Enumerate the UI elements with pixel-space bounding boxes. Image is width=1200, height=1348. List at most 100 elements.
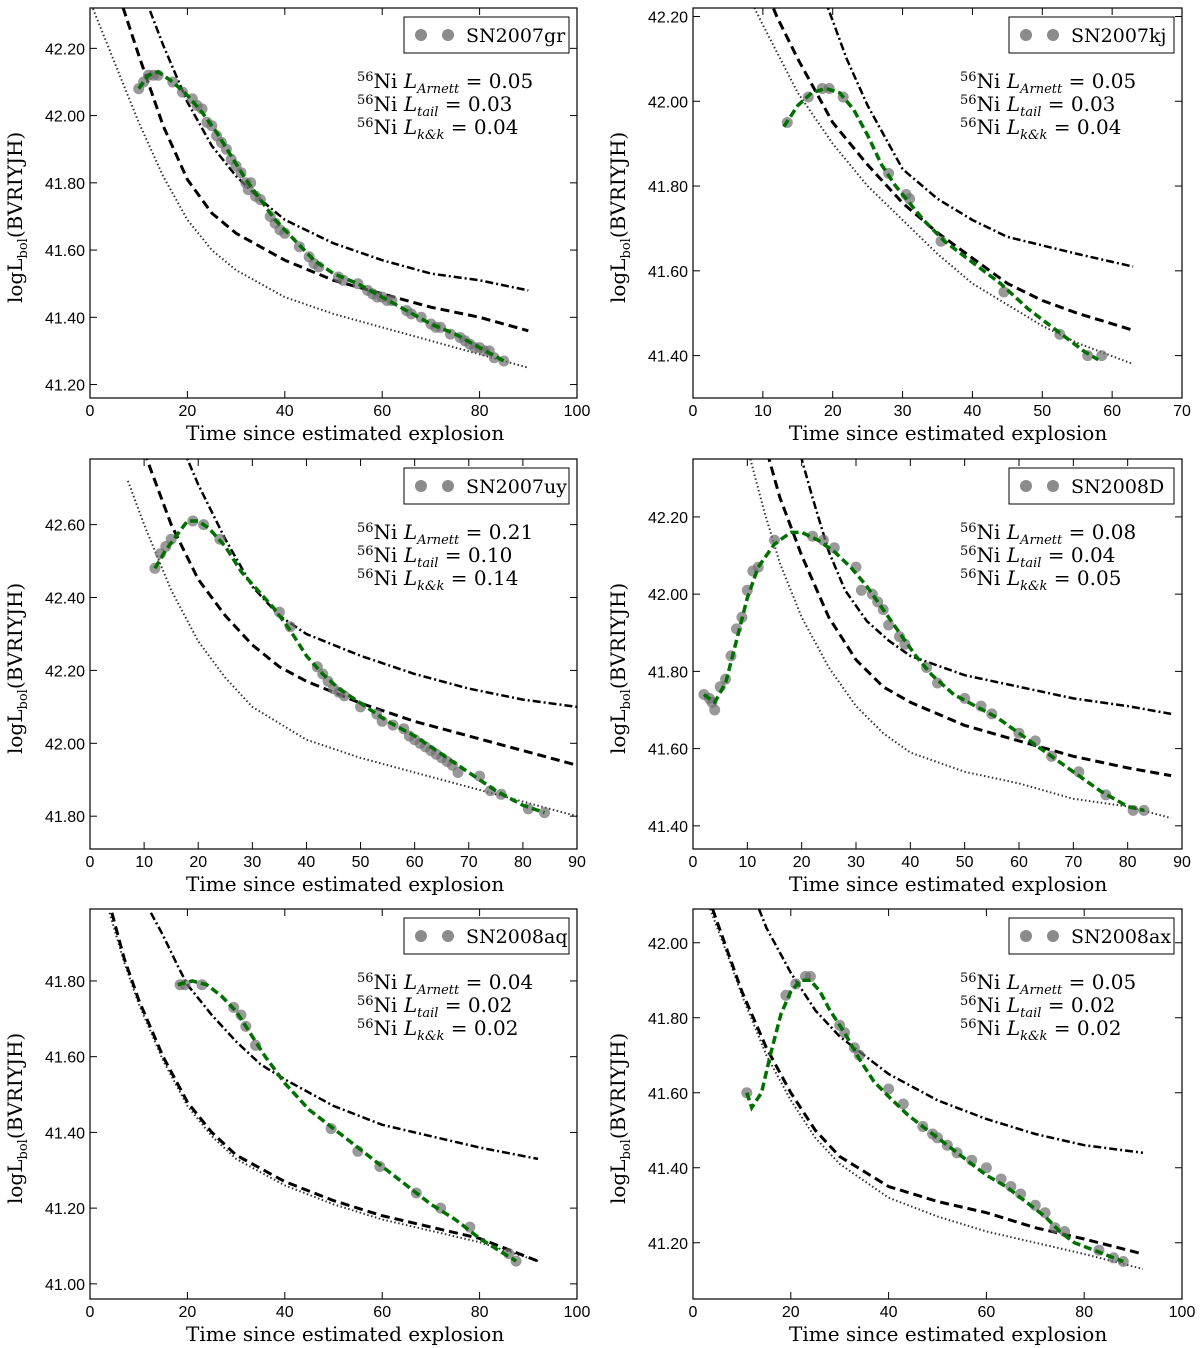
y-axis-label: logLbol(BVRIYJH): [606, 583, 634, 754]
legend-marker: [1020, 29, 1032, 41]
y-tick-label: 42.00: [45, 736, 85, 753]
model-curve-dashed: [767, 459, 1172, 778]
plot-frame: [89, 7, 578, 399]
y-tick-label: 41.60: [45, 1050, 85, 1067]
data-point: [980, 1162, 992, 1174]
legend-box: [1008, 917, 1175, 955]
legend-label: SN2008ax: [1071, 926, 1171, 948]
legend: SN2008ax: [1008, 917, 1175, 955]
legend-marker: [415, 930, 427, 942]
y-tick-label: 42.60: [45, 518, 85, 535]
y-tick-label: 41.40: [648, 349, 688, 366]
plot-area: [753, 8, 1134, 366]
y-tick-label: 41.80: [648, 1011, 688, 1028]
x-tick-label: 60: [978, 1304, 996, 1321]
x-tick-label: 40: [276, 1304, 294, 1321]
x-axis-label: Time since estimated explosion: [186, 872, 504, 896]
x-tick-label: 100: [564, 403, 591, 420]
legend-label: SN2007gr: [466, 25, 566, 47]
x-tick-label: 90: [568, 854, 586, 871]
y-tick-label: 42.20: [45, 41, 85, 58]
y-axis-label: logLbol(BVRIYJH): [3, 1033, 31, 1204]
x-tick-label: 20: [179, 403, 197, 420]
y-tick-label: 41.00: [45, 1277, 85, 1294]
legend-box: [1008, 467, 1175, 505]
data-point: [709, 704, 721, 716]
fit-curve: [745, 978, 1124, 1264]
plot-area: [91, 8, 529, 369]
legend-marker: [1047, 930, 1059, 942]
data-point: [897, 1098, 909, 1110]
y-axis-label: logLbol(BVRIYJH): [606, 1033, 634, 1204]
x-tick-label: 70: [1173, 403, 1191, 420]
annotation-ni-kk: 56Ni Lk&k = 0.02: [357, 1016, 518, 1044]
plot-frame: [89, 458, 578, 850]
annotation-ni-arnett: 56Ni LArnett = 0.08: [960, 520, 1136, 548]
x-axis-label: Time since estimated explosion: [789, 1322, 1107, 1346]
plot-area: [698, 459, 1172, 820]
data-point: [853, 1049, 865, 1061]
x-tick-label: 30: [894, 403, 912, 420]
plot-frame: [89, 908, 578, 1300]
y-tick-label: 42.00: [648, 94, 688, 111]
legend-label: SN2007kj: [1071, 25, 1166, 47]
x-tick-label: 40: [880, 1304, 898, 1321]
x-tick-label: 80: [514, 854, 532, 871]
legend-marker: [415, 29, 427, 41]
x-tick-label: 90: [1173, 854, 1191, 871]
annotation-ni-tail: 56Ni Ltail = 0.02: [960, 993, 1115, 1021]
x-tick-label: 60: [373, 1304, 391, 1321]
x-axis-label: Time since estimated explosion: [789, 872, 1107, 896]
annotation-ni-arnett: 56Ni LArnett = 0.05: [357, 69, 533, 97]
panel-sn2008ax: 0 20 40 60 80 100 41.20 41.40 41.60 41.80 42.00 Tim…: [606, 908, 1195, 1346]
y-tick-label: 42.00: [45, 109, 85, 126]
model-curve-dashed: [711, 909, 1144, 1256]
panel-sn2008d: 0 10 20 30 40 50 60 70 80 90 41.40 41.60 41.80 42.00 4…: [606, 458, 1191, 896]
y-tick-label: 41.20: [45, 378, 85, 395]
x-tick-label: 80: [1119, 854, 1137, 871]
y-tick-label: 41.40: [45, 1125, 85, 1142]
x-tick-label: 50: [956, 854, 974, 871]
annotation-ni-arnett: 56Ni LArnett = 0.05: [960, 970, 1136, 998]
legend-label: SN2008D: [1071, 476, 1164, 498]
x-tick-label: 80: [1075, 1304, 1093, 1321]
x-tick-label: 70: [460, 854, 478, 871]
plot-frame: [692, 7, 1183, 399]
x-tick-label: 30: [243, 854, 261, 871]
legend-label: SN2008aq: [466, 926, 568, 948]
y-tick-label: 42.20: [45, 663, 85, 680]
legend: SN2007uy: [403, 467, 570, 505]
legend-box: [403, 16, 570, 54]
panel-sn2008aq: 0 20 40 60 80 100 41.00 41.20 41.40 41.60 41.80 Tim…: [3, 908, 590, 1346]
legend: SN2007kj: [1008, 16, 1175, 54]
panel-sn2007uy: 0 10 20 30 40 50 60 70 80 90 41.80 42.00 42.20 42.40 4…: [3, 458, 586, 896]
data-point: [855, 584, 867, 596]
model-curve-dotted: [108, 912, 539, 1263]
x-tick-label: 20: [179, 1304, 197, 1321]
data-point: [998, 286, 1010, 298]
annotation-ni-kk: 56Ni Lk&k = 0.14: [357, 566, 518, 594]
y-axis-label: logLbol(BVRIYJH): [3, 583, 31, 754]
model-curve-dashdot: [149, 912, 539, 1161]
y-tick-label: 41.40: [648, 1161, 688, 1178]
legend: SN2008aq: [403, 917, 570, 955]
panel-sn2007gr: 0 20 40 60 80 100 41.20 41.40 41.60 41.80 42.00 42.…: [3, 7, 591, 445]
annotation-ni-tail: 56Ni Ltail = 0.02: [357, 993, 512, 1021]
x-tick-label: 50: [352, 854, 370, 871]
y-tick-label: 41.80: [45, 809, 85, 826]
x-tick-label: 80: [471, 1304, 489, 1321]
x-tick-label: 60: [1103, 403, 1121, 420]
data-point: [828, 542, 840, 554]
x-tick-label: 20: [189, 854, 207, 871]
legend-marker: [1047, 29, 1059, 41]
annotation-ni-tail: 56Ni Ltail = 0.03: [960, 92, 1115, 120]
y-axis-label: logLbol(BVRIYJH): [3, 132, 31, 303]
x-tick-label: 60: [406, 854, 424, 871]
model-curve-dashdot: [826, 8, 1134, 268]
y-tick-label: 42.40: [45, 591, 85, 608]
model-curve-dotted: [749, 459, 1172, 820]
y-tick-label: 42.00: [648, 587, 688, 604]
y-tick-label: 41.20: [648, 1236, 688, 1253]
x-tick-label: 0: [86, 403, 95, 420]
